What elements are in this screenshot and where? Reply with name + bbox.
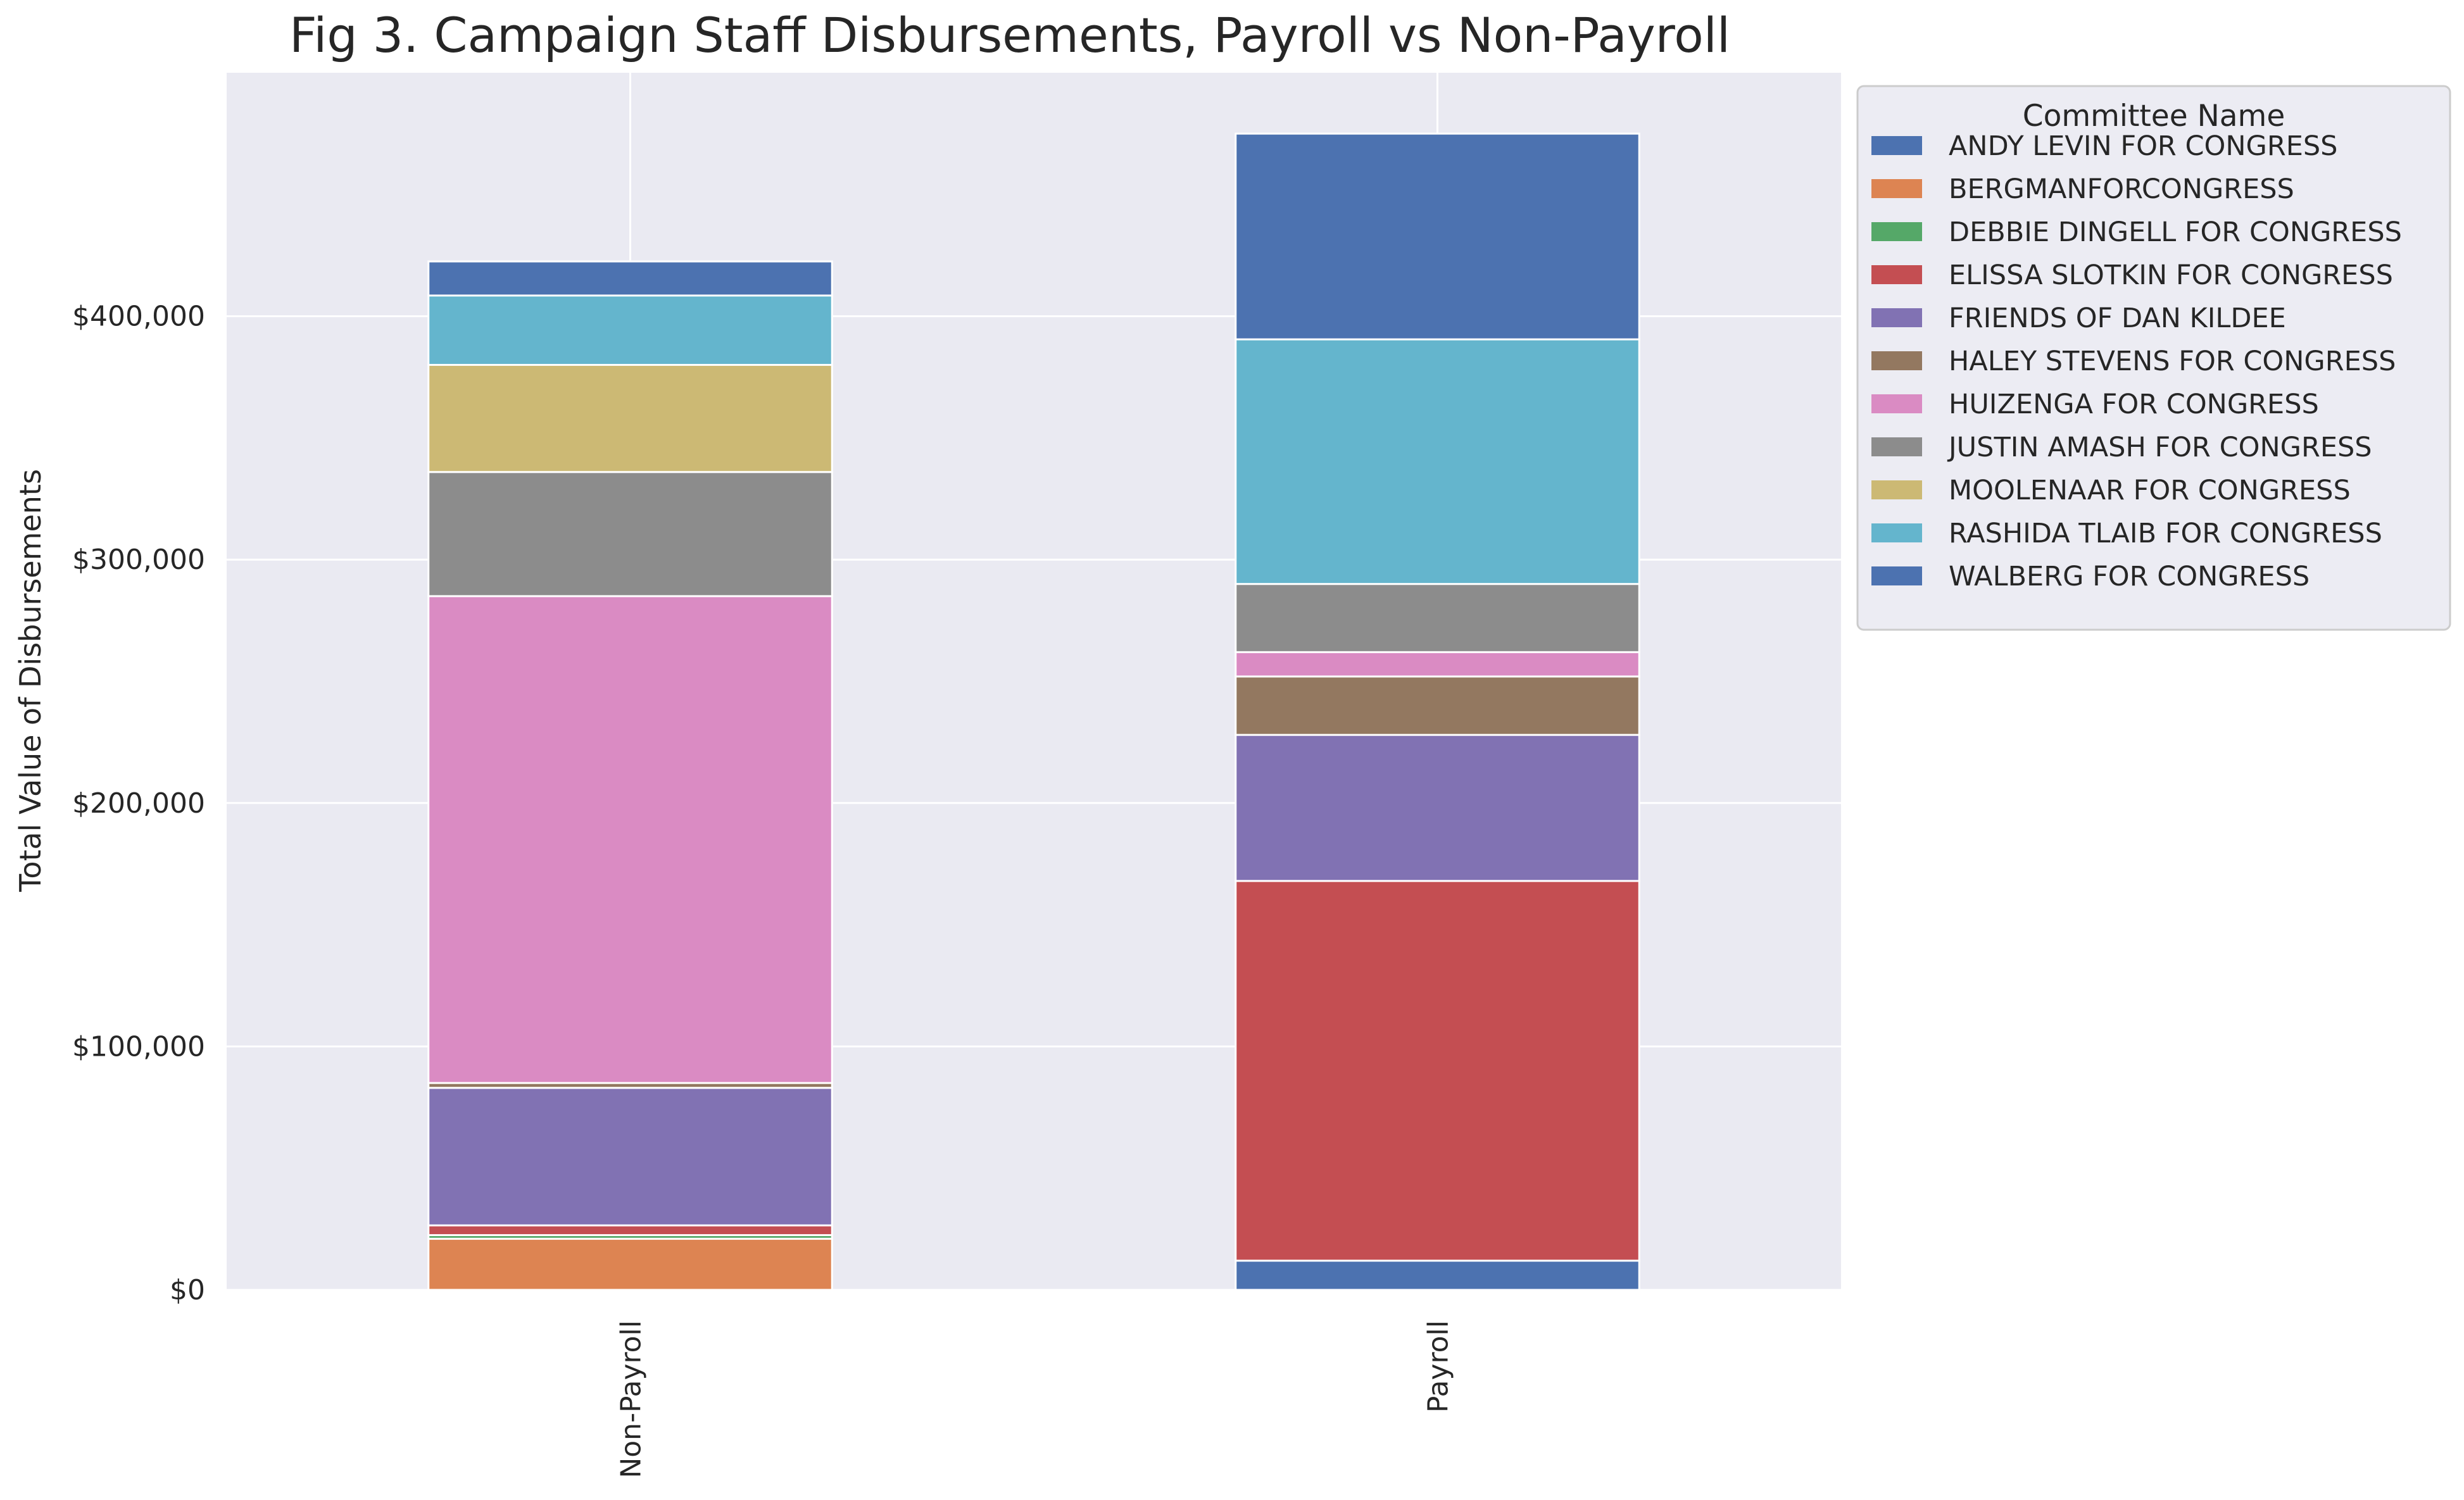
bar-segment (1235, 1259, 1640, 1291)
bar-segment (1235, 880, 1640, 1262)
y-tick-label: $400,000 (72, 301, 205, 333)
legend-label: JUSTIN AMASH FOR CONGRESS (1947, 432, 2372, 463)
x-tick-label: Non-Payroll (615, 1320, 648, 1478)
legend-swatch (1871, 523, 1922, 542)
legend-label: FRIENDS OF DAN KILDEE (1949, 303, 2286, 334)
bar-segment (427, 364, 833, 473)
legend-swatch (1871, 136, 1922, 155)
y-tick-label: $0 (170, 1274, 205, 1306)
legend-swatch (1871, 480, 1922, 499)
bar-segment (1235, 651, 1640, 678)
legend-swatch (1871, 265, 1922, 284)
y-tick-label: $300,000 (72, 544, 205, 576)
legend-swatch (1871, 394, 1922, 413)
legend-label: WALBERG FOR CONGRESS (1949, 561, 2310, 592)
legend-item: HALEY STEVENS FOR CONGRESS (1871, 346, 2396, 377)
bar-segment (427, 1237, 833, 1291)
bar-stack-payroll (1235, 132, 1640, 1291)
y-tick-label: $100,000 (72, 1030, 205, 1063)
legend-item: JUSTIN AMASH FOR CONGRESS (1871, 432, 2372, 463)
legend-label: ANDY LEVIN FOR CONGRESS (1949, 130, 2337, 162)
legend-item: ANDY LEVIN FOR CONGRESS (1871, 130, 2337, 162)
legend-label: BERGMANFORCONGRESS (1949, 173, 2294, 205)
legend-label: MOOLENAAR FOR CONGRESS (1949, 475, 2351, 506)
bar-segment (1235, 132, 1640, 341)
bar-segment (1235, 734, 1640, 882)
x-tick-label: Payroll (1423, 1320, 1455, 1413)
bar-segment (427, 1224, 833, 1236)
y-axis-title: Total Value of Disbursements (13, 469, 47, 892)
bar-segment (427, 1087, 833, 1227)
legend-item: WALBERG FOR CONGRESS (1871, 561, 2310, 592)
legend-item: RASHIDA TLAIB FOR CONGRESS (1871, 518, 2382, 549)
y-tick-label: $200,000 (72, 787, 205, 820)
bar-stack-non-payroll (427, 260, 833, 1291)
legend-item: FRIENDS OF DAN KILDEE (1871, 303, 2286, 334)
legend-swatch (1871, 308, 1922, 327)
legend-frame (1856, 85, 2451, 631)
bar-segment (427, 294, 833, 366)
chart-title: Fig 3. Campaign Staff Disbursements, Pay… (289, 7, 1730, 63)
legend-item: HUIZENGA FOR CONGRESS (1871, 389, 2319, 420)
bar-segment (427, 260, 833, 297)
legend-label: DEBBIE DINGELL FOR CONGRESS (1949, 216, 2402, 248)
legend-item: DEBBIE DINGELL FOR CONGRESS (1871, 216, 2402, 248)
bar-segment (427, 471, 833, 597)
legend-item: ELISSA SLOTKIN FOR CONGRESS (1871, 259, 2393, 291)
legend-swatch (1871, 179, 1922, 198)
legend-swatch (1871, 222, 1922, 241)
legend-label: HUIZENGA FOR CONGRESS (1949, 389, 2319, 420)
bar-segment (1235, 675, 1640, 736)
legend-swatch (1871, 351, 1922, 370)
legend-title: Committee Name (2023, 99, 2285, 134)
legend-swatch (1871, 566, 1922, 585)
bar-segment (427, 595, 833, 1084)
legend-swatch (1871, 437, 1922, 456)
legend-label: ELISSA SLOTKIN FOR CONGRESS (1949, 259, 2393, 291)
legend-item: BERGMANFORCONGRESS (1871, 173, 2294, 205)
legend-item: MOOLENAAR FOR CONGRESS (1871, 475, 2351, 506)
bar-segment (1235, 583, 1640, 653)
legend-label: HALEY STEVENS FOR CONGRESS (1949, 346, 2396, 377)
bar-segment (1235, 338, 1640, 585)
legend-label: RASHIDA TLAIB FOR CONGRESS (1949, 518, 2382, 549)
